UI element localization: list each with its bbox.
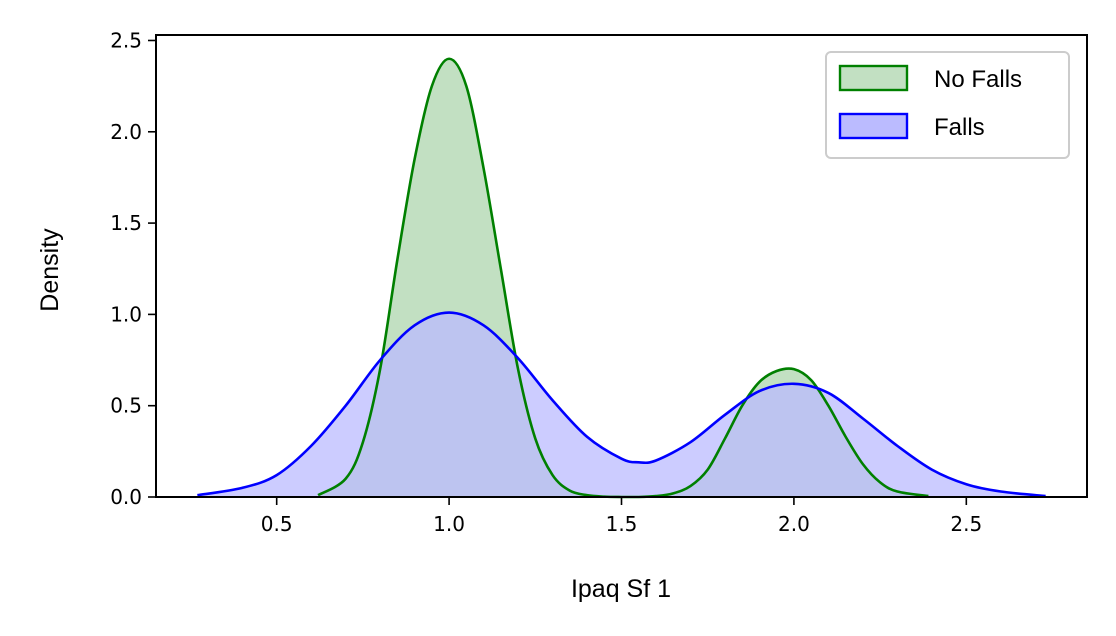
- x-tick-label: 2.5: [950, 512, 982, 536]
- y-tick-label: 1.0: [110, 302, 142, 326]
- y-tick-label: 2.5: [110, 28, 142, 52]
- x-tick-label: 0.5: [261, 512, 293, 536]
- x-axis-label: Ipaq Sf 1: [571, 575, 671, 603]
- y-tick-label: 0.5: [110, 394, 142, 418]
- legend-swatch-falls: [838, 112, 909, 140]
- legend-label-falls: Falls: [934, 114, 985, 141]
- y-tick-label: 1.5: [110, 211, 142, 235]
- series-line-falls: [197, 311, 1046, 498]
- series-area-falls: [197, 312, 1046, 497]
- y-tick-label: 0.0: [110, 485, 142, 509]
- y-tick-label: 2.0: [110, 120, 142, 144]
- legend-label-no-falls: No Falls: [934, 66, 1022, 93]
- y-axis: 0.0 0.5 1.0 1.5 2.0 2.5: [110, 28, 156, 509]
- x-tick-label: 2.0: [778, 512, 810, 536]
- legend: No Falls Falls: [825, 51, 1070, 159]
- x-tick-label: 1.0: [433, 512, 465, 536]
- y-axis-label: Density: [36, 228, 64, 312]
- x-tick-label: 1.5: [606, 512, 638, 536]
- x-axis: 0.5 1.0 1.5 2.0 2.5: [261, 497, 982, 536]
- legend-swatch-no-falls: [838, 64, 909, 92]
